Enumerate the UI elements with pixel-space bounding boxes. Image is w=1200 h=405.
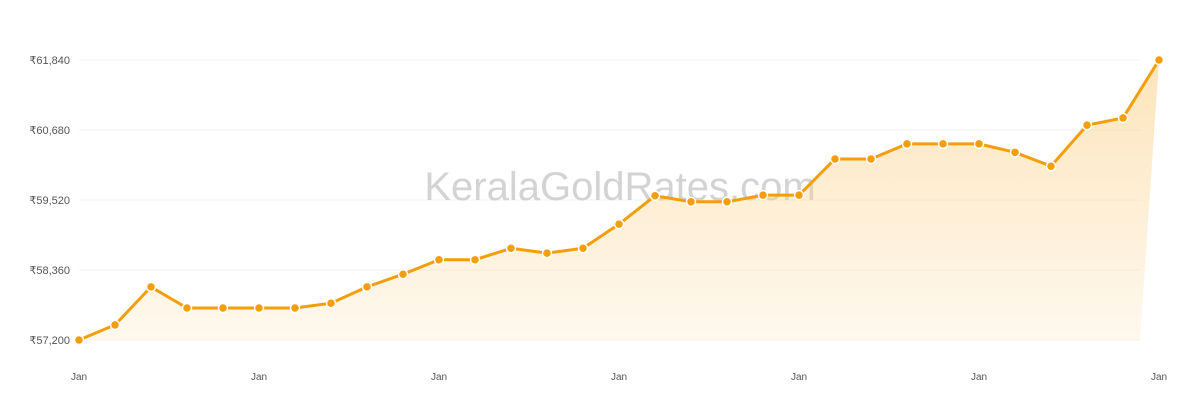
data-point[interactable] bbox=[541, 247, 553, 259]
data-point[interactable] bbox=[469, 254, 481, 265]
data-point[interactable] bbox=[1081, 119, 1093, 131]
data-point[interactable] bbox=[685, 196, 697, 208]
y-tick-label: ₹61,840 bbox=[29, 55, 70, 67]
data-point[interactable] bbox=[865, 153, 877, 165]
x-tick-label: Jan bbox=[431, 372, 447, 383]
x-tick-label: Jan bbox=[971, 372, 987, 383]
data-point[interactable] bbox=[433, 254, 445, 265]
x-tick-label: Jan bbox=[1151, 372, 1167, 383]
data-point[interactable] bbox=[901, 138, 913, 150]
y-axis: ₹57,200 ₹58,360 ₹59,520 ₹60,680 ₹61,840 bbox=[29, 55, 70, 347]
data-point[interactable] bbox=[577, 243, 589, 254]
y-tick-label: ₹57,200 bbox=[29, 335, 70, 347]
area-fill bbox=[79, 60, 1159, 340]
data-point[interactable] bbox=[613, 218, 625, 230]
y-tick-label: ₹58,360 bbox=[29, 265, 70, 277]
data-point[interactable] bbox=[1009, 147, 1021, 158]
data-point[interactable] bbox=[505, 243, 517, 254]
data-point[interactable] bbox=[145, 281, 157, 293]
data-point[interactable] bbox=[757, 189, 769, 201]
data-point[interactable] bbox=[73, 334, 85, 346]
y-tick-label: ₹59,520 bbox=[29, 195, 70, 207]
data-point[interactable] bbox=[829, 153, 841, 165]
data-point[interactable] bbox=[973, 138, 985, 150]
data-point[interactable] bbox=[325, 297, 337, 309]
data-point[interactable] bbox=[181, 302, 193, 314]
data-point[interactable] bbox=[1153, 54, 1165, 66]
data-point[interactable] bbox=[217, 302, 229, 314]
y-tick-label: ₹60,680 bbox=[29, 125, 70, 137]
data-point[interactable] bbox=[1117, 112, 1129, 124]
x-tick-label: Jan bbox=[611, 372, 627, 383]
data-point[interactable] bbox=[721, 196, 733, 208]
x-axis: Jan Jan Jan Jan Jan Jan Jan bbox=[71, 372, 1167, 383]
data-point[interactable] bbox=[649, 190, 661, 202]
data-point[interactable] bbox=[361, 281, 373, 293]
data-point[interactable] bbox=[289, 302, 301, 314]
x-tick-label: Jan bbox=[791, 372, 807, 383]
data-point[interactable] bbox=[253, 302, 265, 314]
data-point[interactable] bbox=[1045, 160, 1057, 172]
data-points bbox=[73, 54, 1165, 346]
x-tick-label: Jan bbox=[71, 372, 87, 383]
data-point[interactable] bbox=[793, 189, 805, 201]
data-point[interactable] bbox=[109, 319, 121, 331]
data-point[interactable] bbox=[397, 268, 409, 280]
x-tick-label: Jan bbox=[251, 372, 267, 383]
data-point[interactable] bbox=[937, 138, 949, 150]
